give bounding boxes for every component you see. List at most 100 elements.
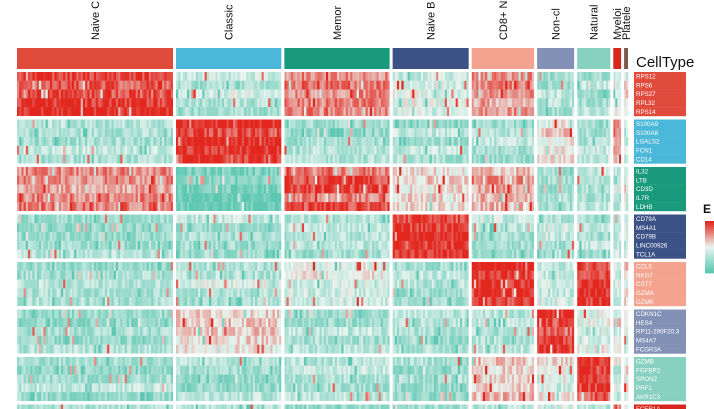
heatmap-cell [511, 137, 515, 146]
heatmap-cell [151, 98, 154, 108]
heatmap-cell [425, 107, 428, 116]
heatmap-cell [91, 80, 95, 90]
heatmap-cell [396, 89, 400, 99]
heatmap-cell [345, 107, 349, 116]
heatmap-cell [204, 107, 208, 116]
heatmap-cell [343, 119, 347, 129]
heatmap-cell [420, 128, 424, 138]
heatmap-cell [69, 193, 73, 203]
heatmap-cell [525, 137, 528, 146]
heatmap-cell [159, 184, 163, 194]
heatmap-cell [255, 202, 258, 211]
heatmap-cell [545, 232, 549, 241]
heatmap-cell [248, 107, 251, 116]
heatmap-cell [166, 214, 169, 224]
heatmap-cell [265, 72, 269, 81]
heatmap-cell [111, 128, 114, 138]
heatmap-cell [518, 214, 522, 224]
heatmap-cell [41, 193, 44, 203]
heatmap-cell [378, 98, 382, 108]
heatmap-cell [76, 193, 79, 203]
heatmap-cell [550, 145, 553, 155]
heatmap-cell [334, 214, 338, 224]
heatmap-cell [56, 107, 60, 116]
heatmap-cell [85, 193, 88, 203]
heatmap-cell [202, 98, 205, 108]
heatmap-cell [80, 232, 84, 241]
heatmap-cell [301, 175, 305, 185]
heatmap-cell [615, 80, 618, 90]
heatmap-cell [556, 128, 560, 138]
heatmap-cell [347, 107, 351, 116]
heatmap-cell [146, 232, 150, 241]
heatmap-cell [442, 145, 446, 155]
heatmap-cell [449, 167, 452, 176]
heatmap-cell [189, 98, 192, 108]
heatmap-cell [71, 214, 75, 224]
heatmap-cell [436, 223, 439, 233]
heatmap-cell [60, 184, 64, 194]
heatmap-cell [228, 167, 232, 176]
heatmap-cell [476, 89, 479, 99]
heatmap-cell [462, 145, 465, 155]
heatmap-cell [436, 184, 439, 194]
heatmap-cell [527, 98, 530, 108]
heatmap-cell [299, 167, 303, 176]
heatmap-cell [496, 184, 499, 194]
heatmap-cell [407, 202, 411, 211]
heatmap-cell [334, 107, 338, 116]
heatmap-cell [290, 128, 294, 138]
heatmap-cell [100, 119, 103, 129]
heatmap-cell [401, 167, 404, 176]
heatmap-cell [100, 202, 103, 211]
heatmap-cell [577, 184, 580, 194]
heatmap-cell [317, 72, 320, 81]
heatmap-cell [516, 154, 519, 164]
heatmap-cell [485, 128, 488, 138]
heatmap-cell [347, 98, 351, 108]
heatmap-cell [480, 119, 484, 129]
heatmap-cell [588, 167, 591, 176]
heatmap-cell [558, 214, 562, 224]
heatmap-cell [304, 154, 307, 164]
heatmap-cell [301, 72, 305, 81]
heatmap-cell [290, 202, 294, 211]
heatmap-cell [82, 202, 86, 211]
heatmap-cell [126, 232, 130, 241]
heatmap-cell [222, 202, 225, 211]
heatmap-cell [65, 80, 68, 90]
heatmap-cell [385, 193, 388, 203]
heatmap-cell [385, 202, 388, 211]
heatmap-cell [529, 98, 533, 108]
heatmap-cell [248, 175, 251, 185]
heatmap-cell [457, 89, 461, 99]
heatmap-cell [43, 107, 46, 116]
heatmap-cell [590, 119, 593, 129]
heatmap-cell [235, 80, 238, 90]
heatmap-cell [91, 72, 95, 81]
heatmap-cell [100, 145, 103, 155]
heatmap-cell [135, 80, 139, 90]
heatmap-cell [372, 128, 375, 138]
heatmap-cell [60, 193, 64, 203]
heatmap-cell [241, 119, 245, 129]
heatmap-cell [345, 145, 349, 155]
heatmap-cell [184, 72, 188, 81]
heatmap-cell [27, 223, 31, 233]
heatmap-cell [460, 89, 463, 99]
heatmap-cell [581, 184, 585, 194]
heatmap-cell [195, 175, 199, 185]
heatmap-cell [54, 223, 57, 233]
heatmap-cell [599, 107, 602, 116]
heatmap-cell [531, 232, 535, 241]
heatmap-cell [505, 89, 508, 99]
heatmap-cell [45, 128, 49, 138]
heatmap-cell [328, 214, 331, 224]
heatmap-cell [107, 128, 110, 138]
heatmap-cell [321, 175, 325, 185]
heatmap-cell [511, 98, 515, 108]
heatmap-cell [310, 193, 314, 203]
heatmap-cell [286, 72, 290, 81]
heatmap-cell [539, 89, 542, 99]
heatmap-cell [507, 202, 510, 211]
